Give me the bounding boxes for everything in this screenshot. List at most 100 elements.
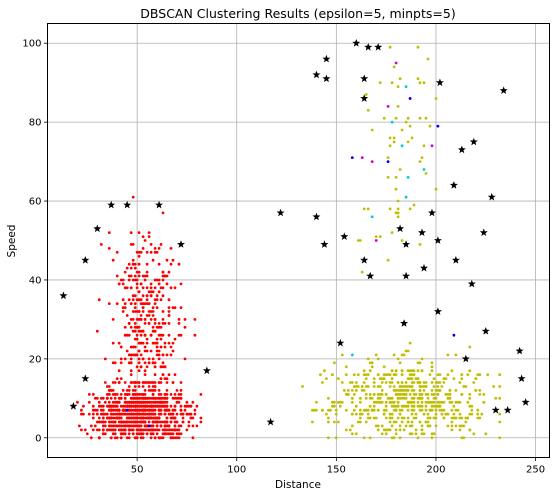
cluster-point bbox=[398, 168, 402, 171]
cluster-point bbox=[468, 428, 472, 432]
cluster-point bbox=[390, 120, 394, 124]
cluster-point bbox=[406, 369, 410, 373]
cluster-point bbox=[147, 314, 151, 317]
cluster-point bbox=[416, 396, 420, 400]
cluster-point bbox=[171, 341, 175, 345]
cluster-point bbox=[137, 412, 141, 416]
cluster-point bbox=[137, 361, 141, 365]
cluster-point bbox=[418, 396, 422, 400]
cluster-point bbox=[428, 408, 432, 412]
cluster-point bbox=[133, 337, 137, 341]
cluster-point bbox=[452, 333, 456, 337]
cluster-point bbox=[334, 436, 338, 440]
cluster-point bbox=[331, 404, 334, 408]
cluster-point bbox=[137, 404, 141, 408]
cluster-point bbox=[342, 389, 346, 392]
cluster-point bbox=[450, 424, 454, 428]
cluster-point bbox=[406, 349, 410, 353]
cluster-point bbox=[145, 365, 149, 369]
noise-point bbox=[322, 74, 331, 83]
cluster-point bbox=[107, 393, 111, 396]
cluster-point bbox=[390, 396, 394, 400]
cluster-point bbox=[151, 389, 155, 392]
cluster-point bbox=[175, 428, 179, 432]
cluster-point bbox=[331, 400, 334, 404]
cluster-point bbox=[428, 400, 432, 404]
cluster-point bbox=[147, 396, 151, 400]
cluster-point bbox=[360, 389, 364, 392]
cluster-point bbox=[121, 298, 125, 302]
cluster-point bbox=[376, 373, 380, 376]
cluster-point bbox=[454, 389, 458, 392]
cluster-point bbox=[179, 389, 183, 392]
cluster-point bbox=[404, 195, 408, 199]
cluster-point bbox=[402, 428, 406, 432]
cluster-point bbox=[133, 400, 137, 404]
cluster-point bbox=[173, 396, 177, 400]
cluster-point bbox=[119, 436, 123, 440]
cluster-point bbox=[93, 408, 97, 412]
cluster-point bbox=[129, 404, 133, 408]
cluster-point bbox=[133, 381, 137, 384]
cluster-point bbox=[161, 396, 165, 400]
cluster-point bbox=[195, 424, 199, 428]
cluster-point bbox=[149, 400, 153, 404]
cluster-point bbox=[404, 389, 408, 392]
cluster-point bbox=[95, 420, 99, 424]
cluster-point bbox=[193, 412, 197, 416]
cluster-point bbox=[179, 381, 183, 384]
cluster-point bbox=[153, 416, 157, 420]
noise-point bbox=[107, 200, 116, 209]
cluster-point bbox=[151, 357, 155, 361]
cluster-point bbox=[362, 408, 366, 412]
grid-lines bbox=[47, 23, 550, 458]
cluster-point bbox=[101, 432, 105, 436]
cluster-point bbox=[165, 400, 169, 404]
cluster-point bbox=[388, 400, 392, 404]
cluster-point bbox=[396, 357, 400, 361]
cluster-point bbox=[388, 207, 392, 211]
cluster-point bbox=[448, 389, 452, 392]
cluster-point bbox=[356, 239, 360, 242]
cluster-point bbox=[141, 329, 145, 333]
cluster-point bbox=[139, 341, 143, 345]
cluster-point bbox=[145, 286, 149, 290]
cluster-point bbox=[131, 329, 135, 333]
cluster-point bbox=[127, 412, 131, 416]
cluster-point bbox=[111, 412, 115, 416]
cluster-point bbox=[151, 428, 155, 432]
noise-point bbox=[517, 374, 526, 382]
cluster-point bbox=[161, 310, 165, 313]
cluster-point bbox=[103, 420, 107, 424]
cluster-point bbox=[123, 333, 127, 337]
cluster-point bbox=[113, 400, 117, 404]
cluster-point bbox=[127, 389, 131, 392]
cluster-point bbox=[141, 357, 145, 361]
cluster-point bbox=[165, 420, 169, 424]
cluster-point bbox=[133, 306, 137, 309]
cluster-point bbox=[404, 85, 408, 88]
cluster-point bbox=[143, 389, 147, 392]
cluster-point bbox=[406, 400, 410, 404]
cluster-point bbox=[131, 428, 135, 432]
cluster-point bbox=[157, 353, 161, 357]
cluster-point bbox=[143, 408, 147, 412]
cluster-point bbox=[137, 310, 141, 313]
cluster-point bbox=[95, 396, 99, 400]
cluster-point bbox=[392, 400, 396, 404]
cluster-point bbox=[404, 396, 408, 400]
cluster-point bbox=[121, 420, 125, 424]
cluster-point bbox=[418, 404, 422, 408]
cluster-point bbox=[143, 420, 147, 424]
cluster-point bbox=[133, 322, 137, 325]
cluster-point bbox=[392, 136, 396, 140]
cluster-point bbox=[139, 333, 143, 337]
cluster-point bbox=[167, 298, 171, 302]
cluster-point bbox=[398, 424, 402, 428]
cluster-point bbox=[125, 314, 129, 317]
cluster-point bbox=[131, 412, 135, 416]
cluster-point bbox=[169, 262, 173, 266]
cluster-point bbox=[364, 408, 368, 412]
cluster-point bbox=[147, 357, 151, 361]
noise-point bbox=[491, 406, 500, 414]
